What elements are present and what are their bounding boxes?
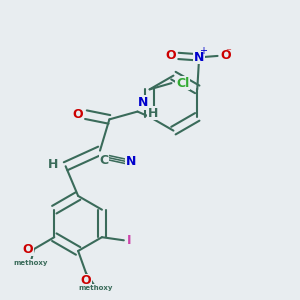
Text: O: O bbox=[81, 274, 91, 287]
Text: O: O bbox=[23, 243, 33, 256]
Text: Cl: Cl bbox=[176, 76, 189, 90]
Text: I: I bbox=[127, 234, 131, 247]
Text: H: H bbox=[148, 106, 158, 120]
Text: H: H bbox=[47, 158, 58, 171]
Text: ⁻: ⁻ bbox=[225, 47, 231, 57]
Text: methoxy: methoxy bbox=[14, 260, 48, 266]
Text: O: O bbox=[72, 108, 83, 121]
Text: O: O bbox=[165, 50, 176, 62]
Text: methoxy: methoxy bbox=[79, 285, 113, 291]
Text: N: N bbox=[126, 155, 136, 168]
Text: C: C bbox=[100, 154, 109, 166]
Text: N: N bbox=[194, 51, 204, 64]
Text: N: N bbox=[138, 96, 148, 109]
Text: +: + bbox=[199, 46, 207, 56]
Text: O: O bbox=[220, 50, 231, 62]
